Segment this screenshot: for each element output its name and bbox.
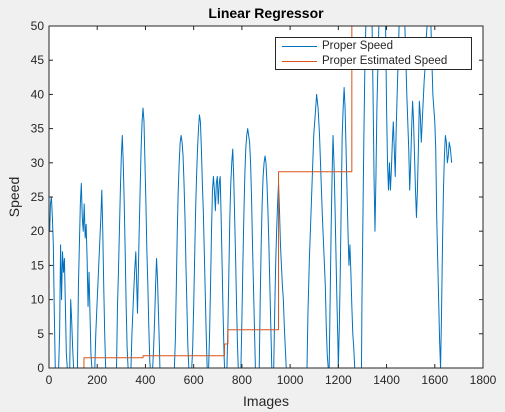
x-tick-label: 1800 bbox=[470, 373, 497, 387]
y-tick-label: 35 bbox=[31, 122, 45, 136]
y-axis-label: Speed bbox=[6, 177, 22, 217]
x-tick-label: 1600 bbox=[421, 373, 448, 387]
x-tick-label: 1200 bbox=[325, 373, 352, 387]
legend-item-proper-estimated-speed: Proper Estimated Speed bbox=[276, 54, 471, 69]
y-tick-label: 5 bbox=[37, 327, 44, 341]
y-tick-label: 30 bbox=[31, 156, 45, 170]
legend-label: Proper Speed bbox=[322, 40, 393, 52]
y-tick-label: 25 bbox=[31, 190, 45, 204]
x-axis-label: Images bbox=[243, 393, 289, 409]
y-tick-label: 0 bbox=[37, 361, 44, 375]
chart-legend: Proper Speed Proper Estimated Speed bbox=[275, 37, 472, 70]
y-tick-label: 20 bbox=[31, 224, 45, 238]
x-tick-label: 400 bbox=[135, 373, 155, 387]
series-layer bbox=[49, 26, 453, 368]
y-tick-label: 10 bbox=[31, 293, 45, 307]
x-tick-label: 200 bbox=[87, 373, 107, 387]
plot-area bbox=[49, 26, 483, 368]
x-tick-label: 800 bbox=[232, 373, 252, 387]
chart-title: Linear Regressor bbox=[208, 5, 324, 21]
x-tick-label: 1000 bbox=[277, 373, 304, 387]
y-tick-label: 15 bbox=[31, 258, 45, 272]
x-tick-label: 600 bbox=[184, 373, 204, 387]
legend-swatch bbox=[282, 46, 317, 47]
y-tick-label: 40 bbox=[31, 87, 45, 101]
legend-item-proper-speed: Proper Speed bbox=[276, 39, 471, 54]
legend-swatch bbox=[282, 61, 317, 62]
x-tick-label: 1400 bbox=[373, 373, 400, 387]
series-line-proper-estimated-speed bbox=[49, 26, 363, 368]
series-line-proper-speed bbox=[49, 26, 453, 368]
ticks-layer: 0 200 400 600 800 1000 1200 1400 1600 1800 0 5 10 15 2… bbox=[31, 19, 497, 387]
x-tick-label: 0 bbox=[46, 373, 53, 387]
y-tick-label: 50 bbox=[31, 19, 45, 33]
legend-label: Proper Estimated Speed bbox=[322, 55, 448, 67]
y-tick-label: 45 bbox=[31, 53, 45, 67]
